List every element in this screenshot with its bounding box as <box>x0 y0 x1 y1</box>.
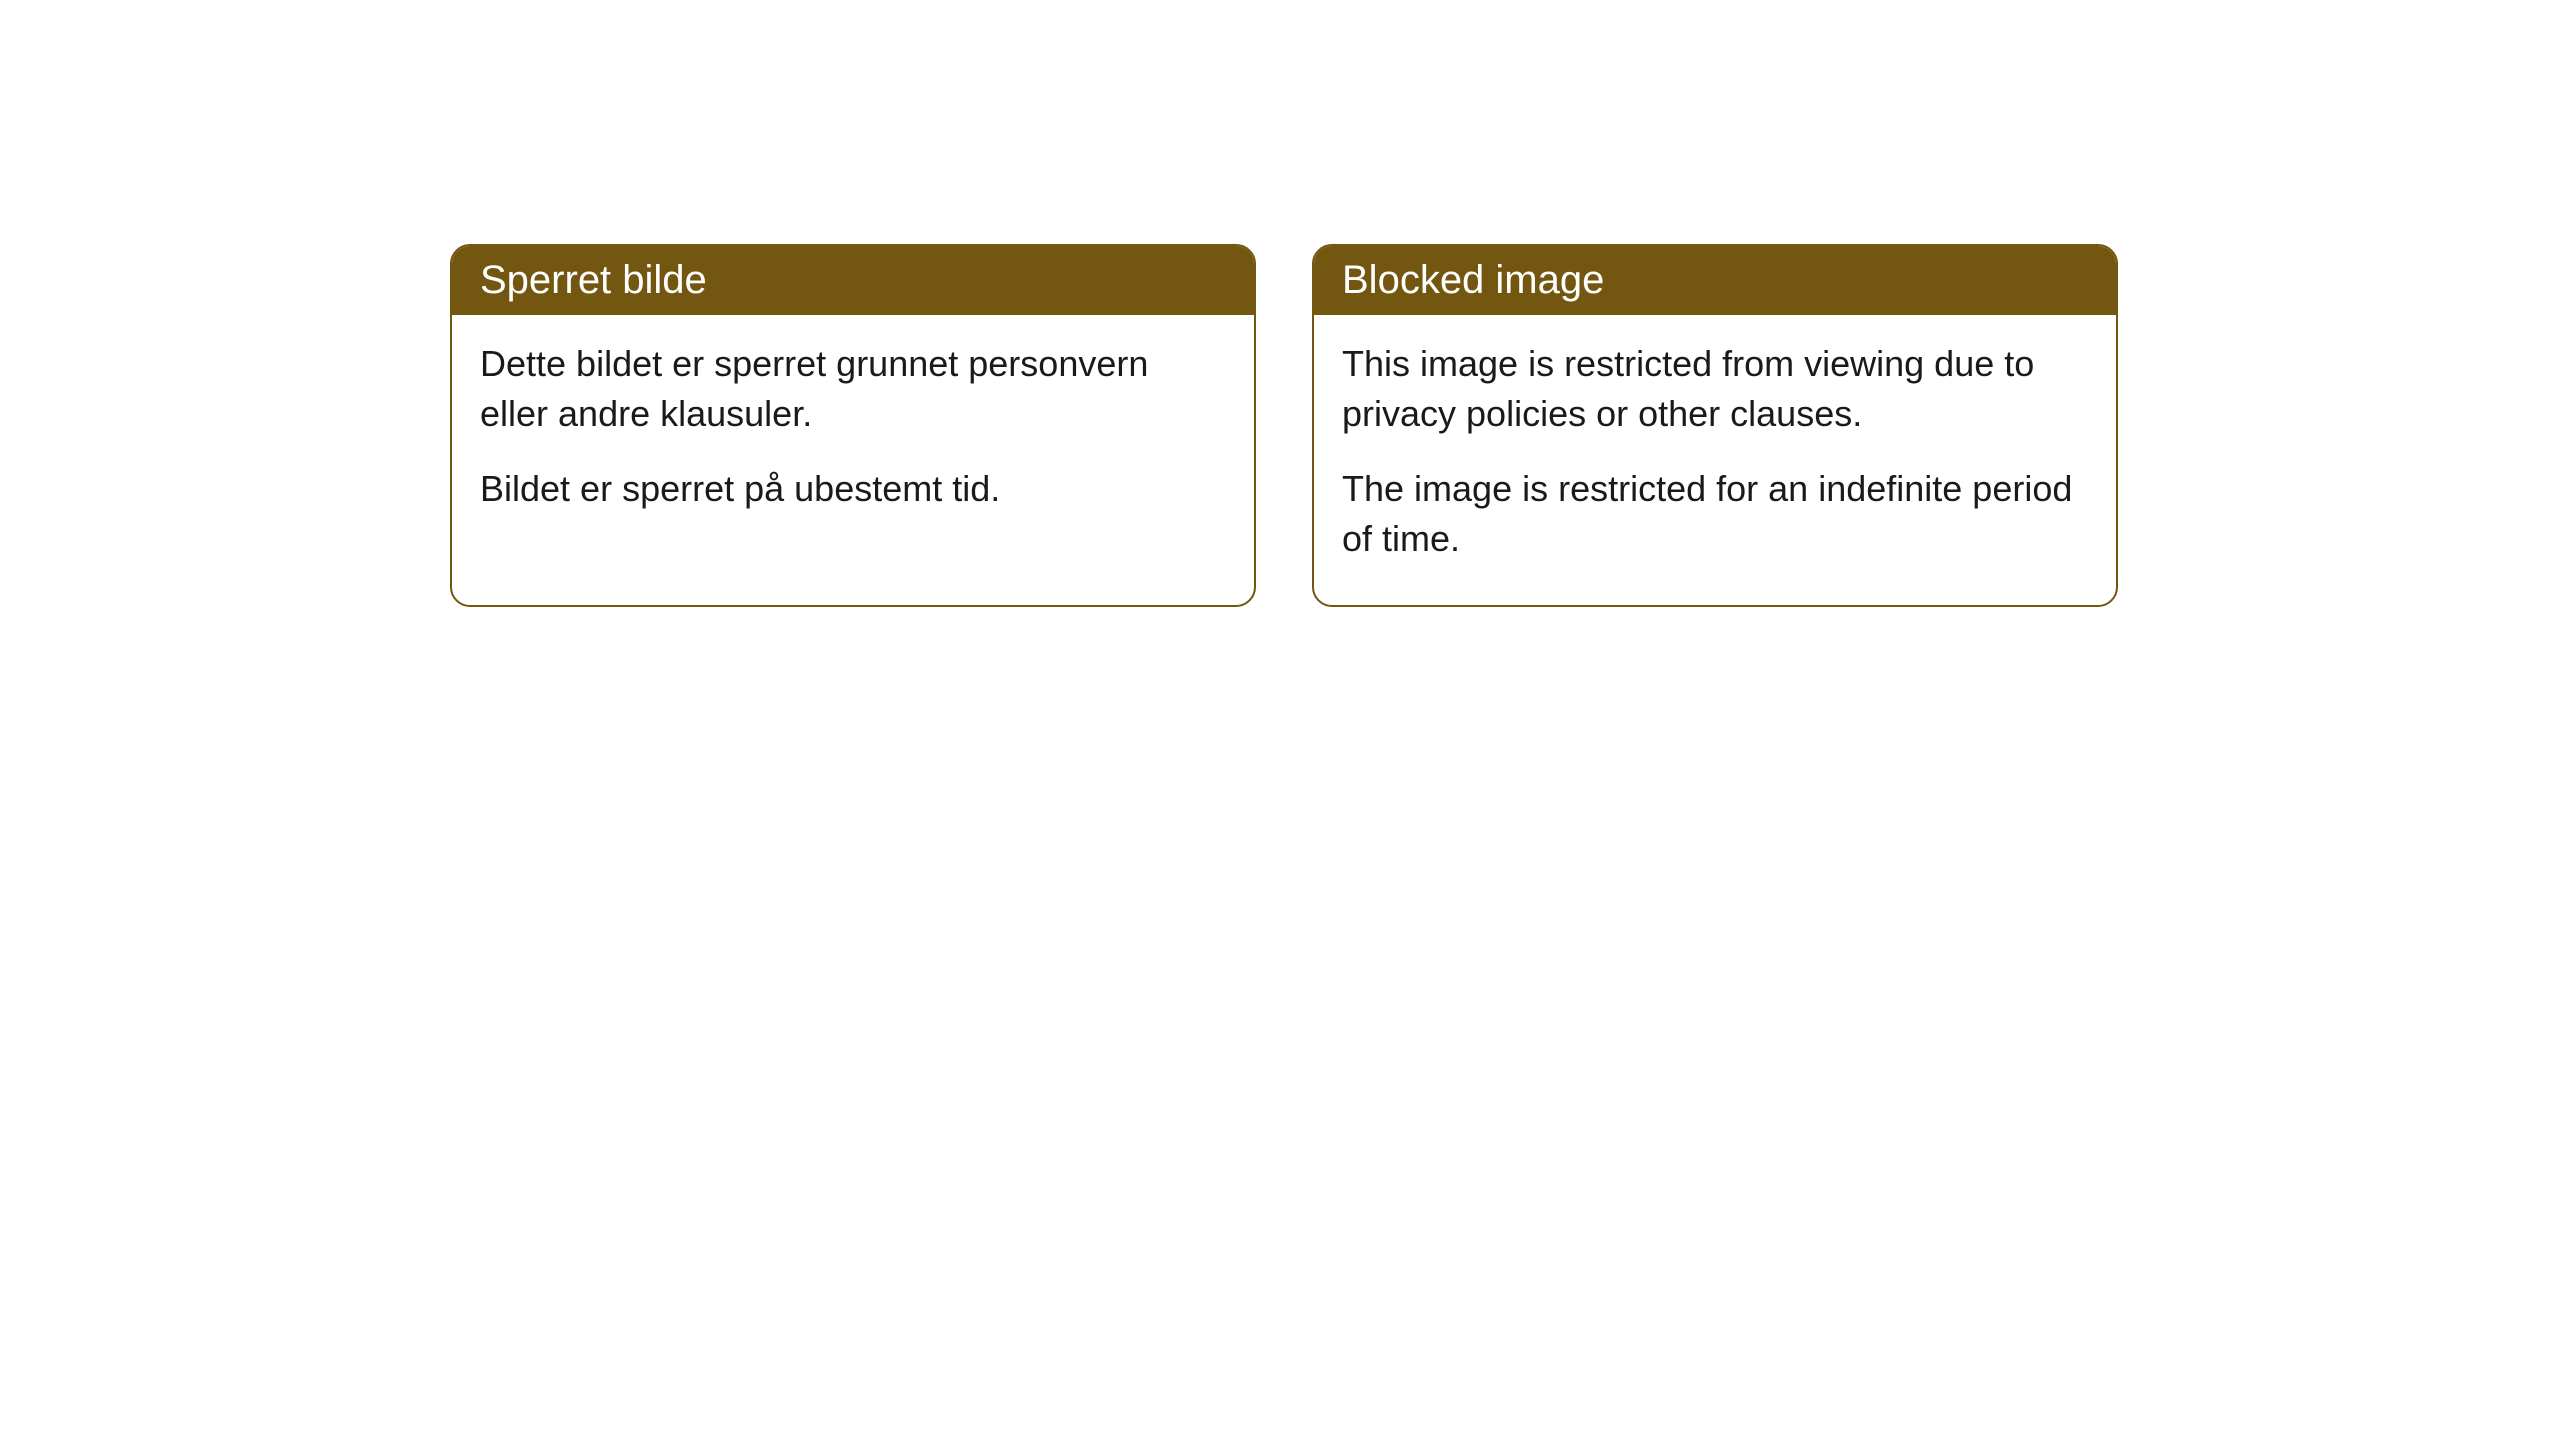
notice-text-1: Dette bildet er sperret grunnet personve… <box>480 339 1226 440</box>
card-header-norwegian: Sperret bilde <box>452 246 1254 315</box>
notice-text-2: Bildet er sperret på ubestemt tid. <box>480 464 1226 514</box>
notice-text-2: The image is restricted for an indefinit… <box>1342 464 2088 565</box>
card-title: Sperret bilde <box>480 258 707 302</box>
card-title: Blocked image <box>1342 258 1604 302</box>
notice-text-1: This image is restricted from viewing du… <box>1342 339 2088 440</box>
card-body-norwegian: Dette bildet er sperret grunnet personve… <box>452 315 1254 554</box>
card-header-english: Blocked image <box>1314 246 2116 315</box>
blocked-image-notice-norwegian: Sperret bilde Dette bildet er sperret gr… <box>450 244 1256 607</box>
card-body-english: This image is restricted from viewing du… <box>1314 315 2116 605</box>
blocked-image-notice-english: Blocked image This image is restricted f… <box>1312 244 2118 607</box>
notice-cards-container: Sperret bilde Dette bildet er sperret gr… <box>450 244 2118 607</box>
